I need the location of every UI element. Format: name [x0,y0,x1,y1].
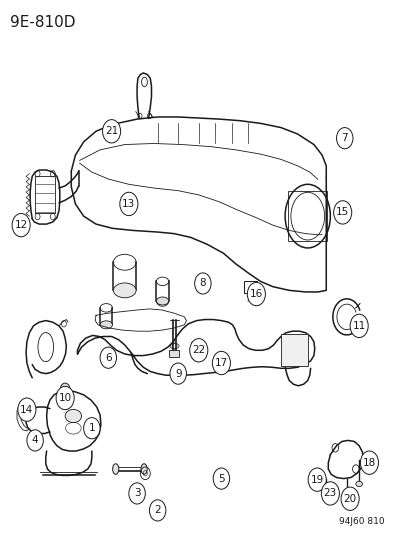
Text: 7: 7 [341,133,347,143]
Text: 16: 16 [249,289,262,299]
Circle shape [359,451,377,474]
Bar [288,191,326,241]
Circle shape [60,383,70,396]
Circle shape [83,418,100,439]
Circle shape [119,192,138,216]
Text: 1: 1 [88,423,95,433]
Text: 12: 12 [14,220,28,230]
Circle shape [320,482,339,505]
Circle shape [336,127,352,149]
Circle shape [189,338,207,362]
Circle shape [213,468,229,489]
Circle shape [340,487,358,511]
Text: 9: 9 [174,369,181,378]
Text: 4: 4 [32,435,38,446]
Text: 18: 18 [362,458,375,467]
Circle shape [212,351,230,375]
Ellipse shape [355,481,361,487]
Ellipse shape [156,277,169,286]
Ellipse shape [113,283,136,298]
Circle shape [333,201,351,224]
Ellipse shape [156,297,169,305]
Text: 94J60 810: 94J60 810 [338,517,383,526]
Text: 9E-810D: 9E-810D [9,14,75,30]
Ellipse shape [113,254,136,270]
Text: 23: 23 [323,488,336,498]
Ellipse shape [100,304,112,312]
Text: 21: 21 [105,126,118,136]
Circle shape [247,282,265,306]
Text: 5: 5 [218,474,224,483]
Bar [280,334,307,366]
Circle shape [128,483,145,504]
Text: 3: 3 [133,488,140,498]
Ellipse shape [322,486,329,491]
Ellipse shape [141,464,147,474]
Text: 2: 2 [154,505,161,515]
Circle shape [56,386,74,410]
Text: 11: 11 [352,321,365,331]
Text: 6: 6 [105,353,112,362]
Circle shape [27,430,43,451]
Ellipse shape [100,321,112,329]
Circle shape [102,119,120,143]
Text: 20: 20 [343,494,356,504]
Circle shape [149,500,166,521]
Circle shape [18,398,36,421]
FancyBboxPatch shape [169,350,179,357]
Circle shape [349,314,367,337]
Text: 17: 17 [214,358,228,368]
Text: 19: 19 [310,475,323,484]
Ellipse shape [65,409,81,423]
Circle shape [307,468,325,491]
Text: 15: 15 [335,207,349,217]
Text: 8: 8 [199,278,206,288]
Text: 10: 10 [58,393,71,403]
Circle shape [194,273,211,294]
Circle shape [170,363,186,384]
Ellipse shape [343,491,349,496]
Text: 22: 22 [192,345,205,356]
Circle shape [12,214,30,237]
Circle shape [100,347,116,368]
Text: 14: 14 [20,405,33,415]
Ellipse shape [112,464,119,474]
Text: 13: 13 [122,199,135,209]
